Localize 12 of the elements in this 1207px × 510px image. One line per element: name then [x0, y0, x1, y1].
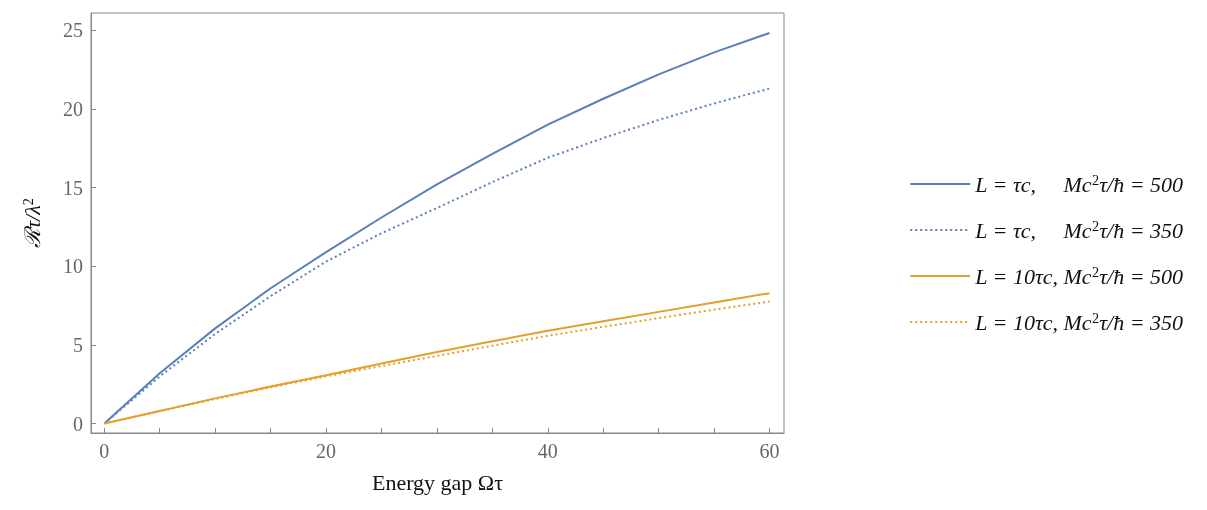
x-tick-label: 20	[316, 440, 337, 462]
x-tick-label: 60	[759, 440, 780, 462]
y-tick-label: 0	[73, 412, 83, 435]
y-tick-label: 20	[63, 97, 83, 120]
y-tick-label: 25	[63, 19, 83, 42]
y-tick-label: 15	[63, 176, 83, 199]
y-tick-label: 10	[63, 255, 83, 278]
x-tick-label: 0	[99, 440, 110, 462]
x-axis-title: Energy gap Ωτ	[371, 469, 504, 495]
y-tick-label: 5	[73, 333, 83, 356]
y-axis-title: ℛτ/λ2	[19, 198, 45, 248]
x-tick-label: 40	[537, 440, 558, 462]
